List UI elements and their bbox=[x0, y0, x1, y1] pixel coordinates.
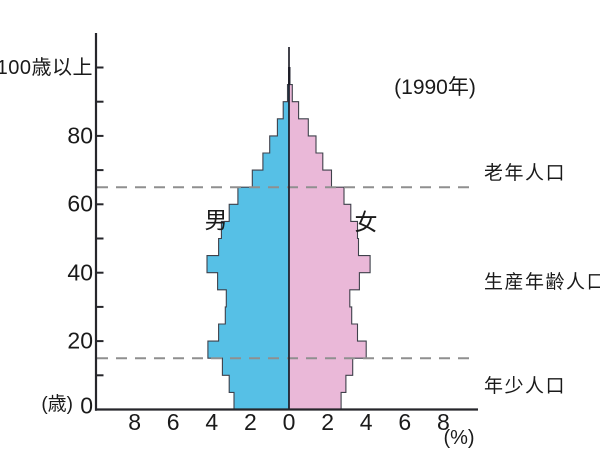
x-axis-unit-label: (%) bbox=[443, 427, 475, 449]
x-tick-label-right-2: 2 bbox=[321, 409, 334, 435]
y-tick-label-20: 20 bbox=[67, 327, 93, 354]
y-tick-label-0: 0 bbox=[80, 392, 93, 419]
x-tick-label-right-4: 4 bbox=[359, 409, 373, 435]
label-young-population: 年少人口 bbox=[484, 376, 567, 397]
x-tick-label-right-8: 8 bbox=[436, 409, 450, 435]
x-tick-label-0: 0 bbox=[282, 409, 296, 435]
female-series-label: 女 bbox=[354, 209, 378, 235]
x-tick-label-left-2: 2 bbox=[243, 409, 257, 435]
x-tick-label-left-4: 4 bbox=[205, 409, 219, 435]
x-tick-label-left-6: 6 bbox=[166, 409, 180, 435]
male-population-area bbox=[206, 66, 290, 411]
x-tick-label-left-8: 8 bbox=[128, 409, 141, 435]
male-series-label: 男 bbox=[204, 207, 228, 233]
x-tick-label-right-6: 6 bbox=[398, 409, 412, 435]
y-tick-label-60: 60 bbox=[67, 190, 93, 217]
y-tick-label-40: 40 bbox=[67, 259, 93, 286]
y-tick-label-80: 80 bbox=[67, 122, 93, 149]
y-axis-unit-label: (歳) bbox=[41, 394, 73, 415]
label-working-age-population: 生産年齢人口 bbox=[484, 272, 600, 293]
y-tick-label-100: 100歳以上 bbox=[0, 57, 93, 79]
year-annotation: (1990年) bbox=[394, 76, 476, 99]
label-elderly-population: 老年人口 bbox=[484, 163, 567, 184]
